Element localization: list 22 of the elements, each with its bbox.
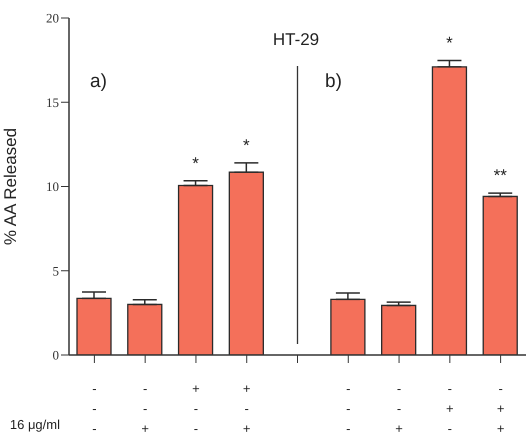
- text: 16 μg/ml: [10, 417, 60, 432]
- y-tick-label: 15: [46, 94, 59, 110]
- y-tick-label: 5: [52, 263, 59, 278]
- data-label: *: [192, 154, 200, 173]
- annotation: b): [325, 71, 342, 92]
- y-axis-title: % AA Released: [1, 128, 20, 246]
- data-label: **: [494, 166, 508, 186]
- y-tick-label: 0: [52, 348, 59, 363]
- x-tick-label: - - -: [92, 381, 97, 434]
- y-tick-label: 20: [46, 10, 59, 26]
- text: HT-29: [272, 30, 320, 49]
- y-tick-label: 10: [46, 179, 59, 194]
- x-tick-label: - + -: [446, 381, 454, 434]
- x-tick-label: + - +: [242, 381, 251, 434]
- data-label: *: [446, 33, 454, 52]
- x-tick-label: - - -: [346, 381, 350, 434]
- x-tick-label: - - +: [395, 381, 403, 434]
- x-tick-label: - + +: [496, 381, 504, 434]
- data-label: *: [243, 136, 250, 155]
- x-tick-label: + - -: [192, 381, 200, 434]
- annotation: a): [90, 71, 107, 92]
- x-tick-label: - - +: [141, 381, 149, 434]
